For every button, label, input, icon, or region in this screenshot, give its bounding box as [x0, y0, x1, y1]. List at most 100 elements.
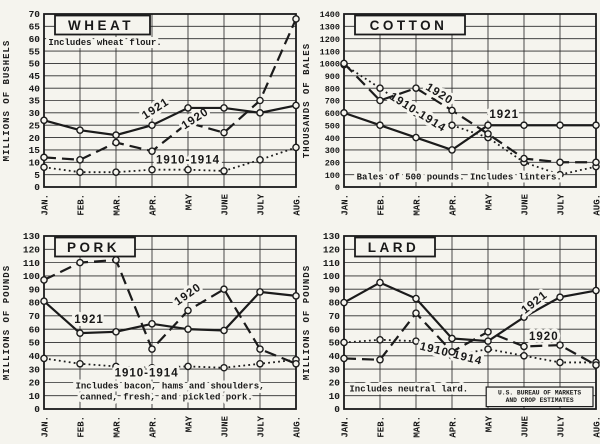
wheat-1910-1914-label: 1910-1914: [156, 155, 220, 167]
svg-text:APR.: APR.: [149, 194, 159, 216]
svg-text:15: 15: [29, 145, 41, 156]
cotton-plot-border: [343, 13, 597, 188]
cotton-1921-line: [343, 111, 596, 152]
svg-text:45: 45: [29, 71, 41, 82]
svg-text:55: 55: [29, 46, 41, 57]
pork-1910-1914-label: 1910-1914: [115, 367, 179, 379]
svg-text:1400: 1400: [320, 10, 340, 20]
cotton-series-1920: [340, 59, 600, 167]
wheat-1920-line: [43, 18, 298, 161]
svg-text:APR.: APR.: [149, 416, 159, 438]
svg-text:1300: 1300: [320, 23, 340, 33]
svg-text:JAN.: JAN.: [341, 194, 351, 216]
svg-text:100: 100: [325, 171, 340, 181]
svg-text:50: 50: [329, 338, 341, 349]
svg-text:80: 80: [329, 298, 341, 309]
svg-text:50: 50: [29, 338, 41, 349]
cotton-1910-1914-line: [343, 63, 597, 176]
wheat-1921-line: [43, 104, 297, 137]
svg-text:120: 120: [323, 245, 340, 256]
lard-month-labels: JAN. FEB. MAR. APR. MAY JUNE JULY AUG.: [341, 415, 600, 437]
svg-text:0: 0: [34, 182, 40, 193]
svg-text:500: 500: [325, 121, 340, 131]
svg-text:FEB.: FEB.: [77, 194, 87, 216]
wheat-title: WHEAT: [68, 18, 134, 33]
svg-text:40: 40: [29, 351, 41, 362]
svg-text:35: 35: [29, 96, 41, 107]
svg-text:40: 40: [29, 83, 41, 94]
lard-gridlines: [344, 236, 596, 409]
cotton-y-tick-labels: 0 100 200 300 400 500 600 700 800 900 1000 1100 1200…: [320, 10, 340, 193]
svg-text:0: 0: [334, 404, 340, 415]
svg-text:80: 80: [29, 298, 41, 309]
svg-text:MAR.: MAR.: [413, 194, 423, 216]
pork-note: canned, fresh, and pickled pork.: [80, 393, 253, 403]
svg-text:FEB.: FEB.: [377, 194, 387, 216]
pork-y-tick-labels: 0 10 20 30 40 50 60 70 80 90 100 110 120 130: [23, 231, 40, 415]
svg-text:50: 50: [29, 59, 41, 70]
svg-text:110: 110: [323, 258, 340, 269]
svg-text:700: 700: [325, 97, 340, 107]
lard-title: LARD: [368, 240, 420, 255]
cotton-title: COTTON: [370, 18, 448, 33]
wheat-1921-markers: [40, 101, 300, 139]
svg-text:MAY: MAY: [185, 193, 195, 210]
source-credit-line: AND CROP ESTIMATES: [506, 397, 574, 404]
wheat-1910-1914-markers: [40, 143, 300, 176]
lard-1920-line: [343, 311, 597, 367]
lard-series-1921: [340, 278, 600, 345]
svg-text:30: 30: [329, 364, 341, 375]
svg-text:60: 60: [329, 324, 341, 335]
pork-note: Includes bacon, hams and shoulders,: [75, 381, 264, 391]
cotton-1921-markers: [340, 109, 600, 154]
svg-text:60: 60: [29, 324, 41, 335]
svg-text:25: 25: [29, 120, 41, 131]
cotton-1920-line: [343, 62, 596, 164]
wheat-series-1921: [40, 101, 300, 139]
lard-plot: 0 10 20 30 40 50 60 70 80 90 100 110 120 130 JAN. FEB. M…: [302, 231, 600, 437]
pork-1920-line: [43, 258, 297, 365]
svg-text:JAN.: JAN.: [41, 194, 51, 216]
svg-text:JUNE: JUNE: [221, 193, 231, 215]
wheat-series-1920: [40, 15, 300, 164]
svg-text:30: 30: [29, 108, 41, 119]
svg-text:JULY: JULY: [557, 193, 567, 215]
svg-text:60: 60: [29, 34, 41, 45]
svg-text:200: 200: [325, 158, 340, 168]
svg-text:MAR.: MAR.: [413, 416, 423, 438]
svg-text:10: 10: [29, 391, 41, 402]
svg-text:AUG.: AUG.: [593, 194, 600, 216]
svg-text:300: 300: [325, 146, 340, 156]
svg-text:JUNE: JUNE: [221, 415, 231, 437]
lard-1920-label: 1920: [529, 331, 559, 343]
svg-text:70: 70: [29, 9, 41, 20]
source-credit-line: U.S. BUREAU OF MARKETS: [498, 390, 581, 397]
pork-1910-1914-markers: [40, 354, 300, 372]
svg-text:MAY: MAY: [185, 415, 195, 432]
svg-text:JAN.: JAN.: [41, 416, 51, 438]
svg-text:90: 90: [329, 284, 341, 295]
svg-text:JAN.: JAN.: [341, 416, 351, 438]
svg-text:100: 100: [323, 271, 340, 282]
svg-text:110: 110: [23, 258, 40, 269]
cotton-y-axis-title: THOUSANDS OF BALES: [302, 43, 312, 158]
svg-text:0: 0: [34, 404, 40, 415]
svg-text:100: 100: [23, 271, 40, 282]
pork-1921-markers: [40, 288, 300, 337]
svg-text:70: 70: [329, 311, 341, 322]
svg-text:AUG.: AUG.: [593, 416, 600, 438]
svg-text:MAR.: MAR.: [113, 194, 123, 216]
lard-chart: 0 10 20 30 40 50 60 70 80 90 100 110 120 130 JAN. FEB. M…: [300, 222, 600, 444]
svg-text:90: 90: [29, 284, 41, 295]
svg-text:JUNE: JUNE: [521, 193, 531, 215]
svg-text:FEB.: FEB.: [377, 416, 387, 438]
pork-1920-markers: [40, 256, 300, 368]
pork-chart: 0 10 20 30 40 50 60 70 80 90 100 110 120 130 JAN. FEB. M…: [0, 222, 300, 444]
svg-text:70: 70: [29, 311, 41, 322]
svg-text:900: 900: [325, 72, 340, 82]
svg-text:20: 20: [29, 133, 41, 144]
wheat-plot-border: [43, 13, 297, 188]
svg-text:JUNE: JUNE: [521, 415, 531, 437]
svg-text:1200: 1200: [320, 35, 340, 45]
